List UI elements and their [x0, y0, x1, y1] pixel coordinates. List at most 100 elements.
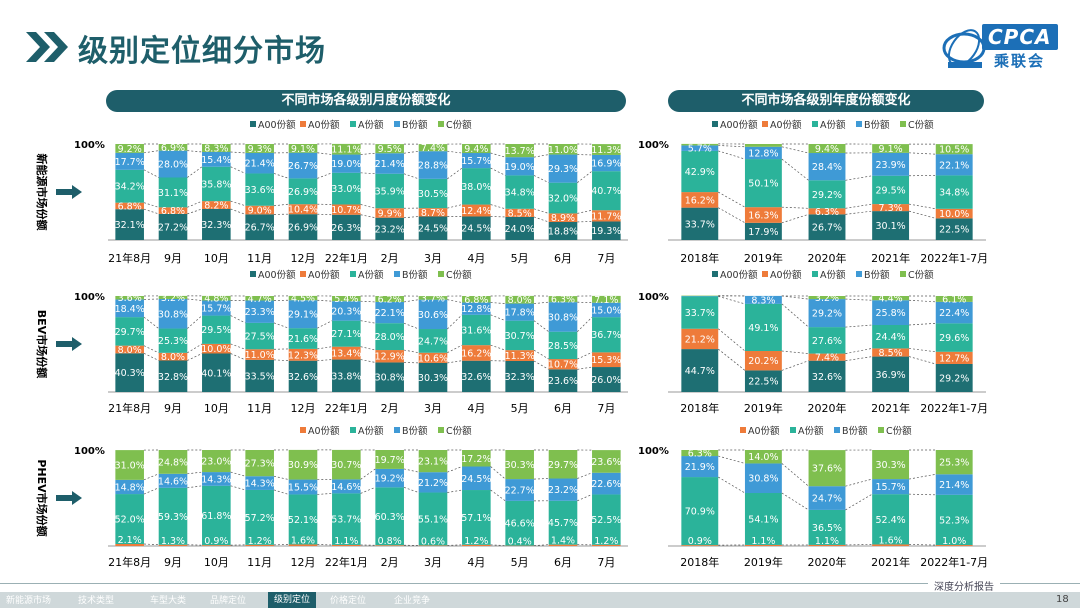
chart1-bar-A份额-2 [808, 180, 846, 209]
chart0-connector-1-9 [533, 208, 549, 214]
chart3-bar-A份额-3 [872, 324, 910, 349]
chart0-bar-A00份额-0 [115, 209, 144, 240]
chart0-connector-2-9 [533, 175, 549, 184]
chart2-label-B份额-3: 23.3% [245, 307, 275, 318]
chart0-label-A0份额-9: 8.5% [508, 208, 532, 219]
nav-item-1[interactable]: 技术类型 [78, 596, 115, 606]
chart0-label-A份额-10: 32.0% [548, 194, 578, 205]
chart0-legend-swatch-0 [250, 121, 256, 127]
chart3-xtick-3: 2021年 [871, 401, 910, 415]
chart3-connector-3-2 [845, 298, 873, 301]
chart2-bar-A份额-4 [288, 328, 318, 349]
chart3-bar-A份额-4 [935, 323, 973, 352]
chart0-connector-3-7 [447, 150, 463, 154]
chart1-bar-A00份额-2 [808, 214, 846, 240]
chart3-connector-3-3 [909, 299, 936, 303]
chart1-label-B份额-0: 5.7% [688, 144, 712, 155]
chart4-bar-A份额-7 [418, 492, 448, 546]
chart0-label-C份额-10: 11.0% [548, 145, 578, 156]
chart1-connector-2-1 [781, 158, 809, 181]
chart1-label-B份额-4: 22.1% [939, 160, 969, 171]
nav-item-6[interactable]: 企业竞争 [394, 596, 431, 606]
chart2-connector-1-2 [230, 343, 246, 350]
chart0-label-B份额-0: 17.7% [115, 157, 145, 168]
chart4-label-A份额-11: 52.5% [591, 515, 621, 526]
chart3-label-A0份额-3: 8.5% [879, 348, 903, 359]
chart4-bar-C份额-8 [462, 450, 491, 467]
chart5-bar-A0份额-1 [744, 544, 782, 546]
chart4-connector-1-10 [577, 494, 593, 502]
row-arrow-icon-1 [56, 337, 82, 351]
chart0-label-C份额-6: 9.5% [378, 144, 402, 155]
chart4-label-A0份额-9: 0.4% [508, 537, 532, 548]
chart2-label-A0份额-11: 15.3% [591, 355, 621, 366]
chart4-connector-0-7 [447, 544, 463, 546]
chart1-label-A0份额-3: 7.3% [879, 203, 903, 214]
chart5-bar-A份额-2 [808, 509, 846, 545]
nav-item-0[interactable]: 新能源市场 [6, 596, 52, 606]
chart0-xtick-8: 4月 [467, 252, 485, 265]
chart5-label-A0份额-1: 1.1% [751, 536, 775, 547]
chart4-label-B份额-6: 19.2% [375, 474, 405, 485]
chart5-bar-A0份额-4 [935, 545, 973, 546]
chart0-label-B份额-10: 29.3% [548, 164, 578, 175]
chart2-connector-3-9 [533, 301, 549, 304]
chart4-xtick-0: 21年8月 [108, 555, 151, 569]
chart4-connector-1-6 [403, 487, 419, 493]
chart2-bar-B份额-8 [462, 302, 491, 315]
chart0-label-A0份额-7: 8.7% [421, 208, 445, 219]
chart2-label-B份额-7: 30.6% [418, 310, 448, 321]
chart4-bar-C份额-7 [418, 450, 448, 473]
nav-item-5[interactable]: 价格定位 [330, 596, 367, 606]
chart0-xtick-0: 21年8月 [108, 251, 151, 265]
chart4-connector-1-2 [230, 485, 246, 491]
chart4-label-A0份额-3: 1.2% [248, 536, 272, 547]
chart5-bar-A份额-0 [681, 477, 719, 546]
chart3-bar-B份额-4 [935, 301, 973, 324]
chart4-bar-B份额-8 [462, 466, 491, 491]
chart4-label-A0份额-1: 1.3% [161, 536, 185, 547]
chart0-bar-A0份额-11 [592, 210, 621, 222]
chart1-bar-A0份额-1 [744, 207, 782, 223]
chart4-label-A份额-4: 52.1% [288, 515, 318, 526]
chart0-xtick-1: 9月 [164, 252, 182, 265]
chart4-bar-C份额-6 [375, 450, 404, 469]
chart2-label-A00份额-8: 32.6% [461, 372, 491, 383]
chart1-xtick-0: 2018年 [680, 251, 719, 265]
chart4-label-A份额-9: 46.6% [505, 519, 535, 530]
chart0-bar-A0份额-4 [288, 204, 318, 215]
chart0-bar-B份额-1 [158, 150, 188, 178]
chart2-label-A0份额-10: 10.7% [548, 360, 578, 371]
chart1-connector-1-0 [718, 191, 746, 208]
chart3-legend-swatch-3 [856, 271, 862, 277]
chart0-bar-A份额-3 [245, 173, 274, 206]
chart2-label-A0份额-9: 11.3% [505, 351, 535, 362]
chart0-label-C份额-9: 13.7% [505, 146, 535, 157]
nav-item-3[interactable]: 品牌定位 [210, 596, 247, 606]
chart0-label-A份额-2: 35.8% [201, 179, 231, 190]
chart4-bar-A份额-4 [288, 494, 318, 545]
chart2-bar-A00份额-3 [245, 359, 274, 392]
nav-item-4[interactable]: 级别定位 [268, 592, 317, 608]
chart4-connector-0-8 [490, 544, 506, 546]
chart2-bar-C份额-10 [548, 296, 578, 303]
chart0-bar-C份额-7 [418, 144, 448, 152]
chart0-connector-1-8 [490, 204, 506, 210]
chart2-connector-2-5 [360, 320, 376, 324]
chart2-bar-A份额-11 [592, 317, 621, 353]
chart4-xtick-9: 5月 [511, 556, 529, 569]
chart1-legend-swatch-1 [762, 121, 768, 127]
chart0-connector-0-9 [533, 216, 549, 223]
chart2-label-C份额-3: 4.7% [248, 294, 272, 305]
chart4-label-C份额-0: 31.0% [115, 460, 145, 471]
chart4-label-A0份额-11: 1.2% [594, 536, 618, 547]
chart2-bar-C份额-1 [158, 295, 188, 299]
chart1-legend-swatch-0 [712, 121, 718, 127]
chart0-label-A00份额-0: 32.1% [115, 220, 145, 231]
chart0-label-A0份额-10: 8.9% [551, 213, 575, 224]
chart4-label-B份额-5: 14.6% [331, 482, 361, 493]
chart5-bar-A份额-1 [744, 493, 782, 545]
chart2-bar-A00份额-5 [332, 359, 361, 392]
nav-item-2[interactable]: 车型大类 [150, 596, 187, 606]
chart5-legend-label-1: A份额 [798, 425, 824, 437]
